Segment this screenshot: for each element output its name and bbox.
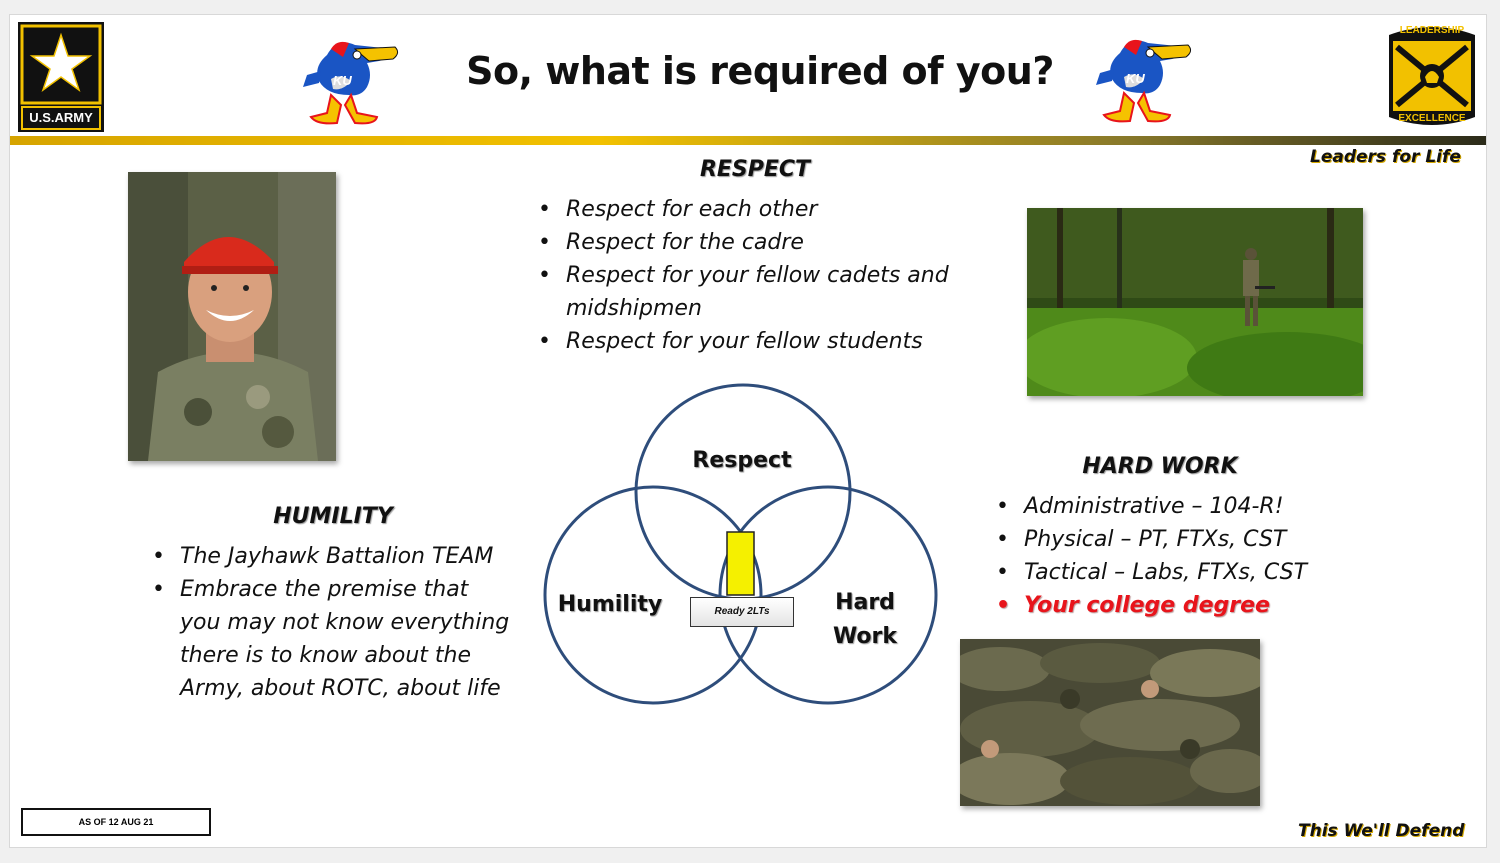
army-logo: U.S.ARMY [17,21,105,133]
ku-logo-text-left: KU [333,73,352,88]
venn-diagram [543,383,938,705]
list-item: Respect for each other [538,193,978,226]
forest-patrol-photo [1027,208,1363,396]
rotc-logo: LEADERSHIP EXCELLENCE [1387,21,1477,131]
rotc-logo-bottom-text: EXCELLENCE [1398,113,1466,124]
list-item: Respect for your fellow students [538,325,978,358]
slide: U.S.ARMY KU So, what is required of you? [9,14,1487,848]
list-item-highlight: Your college degree [996,589,1416,622]
jayhawk-logo-right: KU [1090,33,1200,125]
humility-heading: HUMILITY [273,504,393,529]
list-item: Respect for the cadre [538,226,978,259]
list-item: Embrace the premise that you may not kno… [152,573,512,705]
list-item: Physical – PT, FTXs, CST [996,523,1416,556]
army-logo-text: U.S.ARMY [29,110,93,125]
resting-soldiers-photo [960,639,1260,806]
motto-top: Leaders for Life [1310,147,1461,167]
list-item: Tactical – Labs, FTXs, CST [996,556,1416,589]
respect-heading: RESPECT [699,157,811,182]
humility-list: The Jayhawk Battalion TEAM Embrace the p… [152,540,512,705]
list-item: Administrative – 104-R! [996,490,1416,523]
jayhawk-logo-left: KU [297,35,407,127]
respect-list: Respect for each other Respect for the c… [538,193,978,358]
rotc-logo-top-text: LEADERSHIP [1399,25,1465,36]
cadet-helmet-photo [128,172,336,461]
list-item: The Jayhawk Battalion TEAM [152,540,512,573]
list-item: Respect for your fellow cadets and midsh… [538,259,978,325]
gold-bar-icon [726,531,755,596]
hard-work-heading: HARD WORK [1082,454,1238,479]
motto-bottom: This We'll Defend [1298,821,1465,841]
venn-label-hard: Hard [835,590,895,615]
humility-circle [543,485,763,705]
ku-logo-text-right: KU [1126,71,1145,86]
as-of-date-box: AS OF 12 AUG 21 [21,808,211,836]
ready-2lts-label: Ready 2LTs [690,597,794,627]
venn-label-respect: Respect [692,448,792,473]
header-divider-bar [10,136,1486,145]
venn-label-humility: Humility [557,592,663,617]
hard-work-circle [718,485,938,705]
venn-label-work: Work [832,624,898,649]
page-title: So, what is required of you? [466,49,1054,93]
hard-work-list: Administrative – 104-R! Physical – PT, F… [996,490,1416,622]
